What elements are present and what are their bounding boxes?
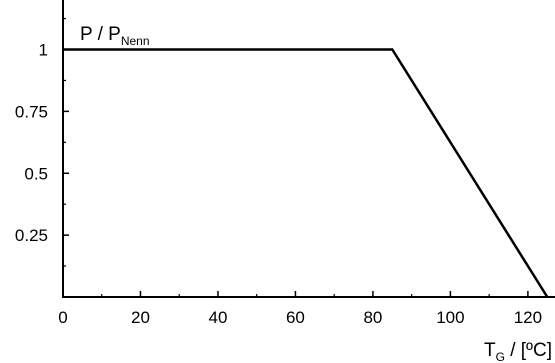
x-tick-label: 80 <box>363 308 382 327</box>
x-tick-label: 20 <box>131 308 150 327</box>
x-tick-label: 40 <box>208 308 227 327</box>
tick-labels: 0 20 40 60 80 100 120 0.25 0.5 0.75 1 <box>15 41 542 328</box>
x-axis-title-post: / [ºC] <box>505 340 552 361</box>
y-axis-title-main: P / P <box>80 24 121 45</box>
x-tick-label: 60 <box>286 308 305 327</box>
y-tick-label: 1 <box>39 41 48 60</box>
y-axis-title: P / PNenn <box>80 24 150 48</box>
series-group <box>62 48 549 298</box>
series-line <box>63 48 549 298</box>
x-tick-label: 100 <box>436 308 464 327</box>
x-axis-title: TG / [ºC] <box>484 340 552 363</box>
tick-marks <box>62 17 529 297</box>
x-tick-label: 120 <box>514 308 542 327</box>
x-axis-title-sub: G <box>496 350 505 363</box>
y-axis-title-sub: Nenn <box>121 34 150 48</box>
x-tick-label: 0 <box>58 308 67 327</box>
y-tick-label: 0.25 <box>15 226 48 245</box>
x-axis-title-pre: T <box>484 340 496 361</box>
y-tick-label: 0.75 <box>15 102 48 121</box>
y-tick-label: 0.5 <box>24 164 48 183</box>
